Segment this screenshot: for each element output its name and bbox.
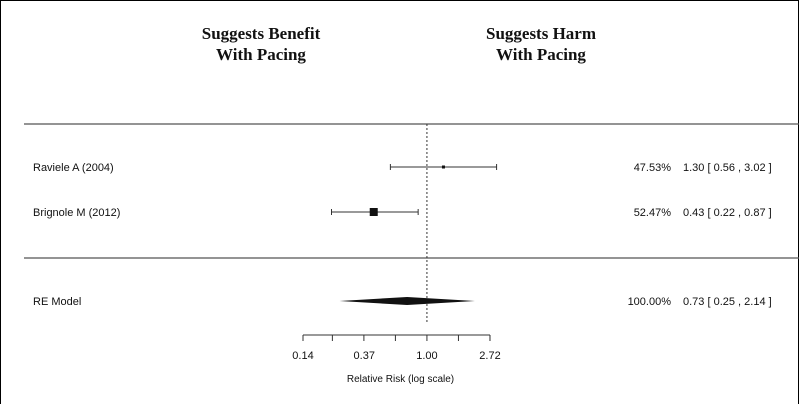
study-label: Raviele A (2004) <box>33 162 114 174</box>
x-tick-label: 0.37 <box>354 350 375 362</box>
x-tick-label: 1.00 <box>416 350 437 362</box>
summary-ci-text: 0.73 [ 0.25 , 2.14 ] <box>683 296 772 308</box>
harm-header: Suggests Harm With Pacing <box>431 23 651 65</box>
point-estimate-square <box>369 208 378 216</box>
harm-header-line-2: With Pacing <box>496 45 586 64</box>
x-tick-label: 0.14 <box>292 350 313 362</box>
summary-label: RE Model <box>33 296 81 308</box>
benefit-header: Suggests Benefit With Pacing <box>151 23 371 65</box>
harm-header-line-1: Suggests Harm <box>485 24 597 43</box>
point-estimate-square <box>441 165 445 169</box>
benefit-header-line-2: With Pacing <box>216 45 306 64</box>
x-axis-label: Relative Risk (log scale) <box>347 374 454 385</box>
summary-weight: 100.00% <box>628 296 672 308</box>
study-weight: 47.53% <box>634 162 672 174</box>
x-tick-label: 2.72 <box>479 350 500 362</box>
study-ci-text: 0.43 [ 0.22 , 0.87 ] <box>683 207 772 219</box>
summary-diamond <box>339 297 475 305</box>
study-label: Brignole M (2012) <box>33 207 120 219</box>
study-weight: 52.47% <box>634 207 672 219</box>
study-ci-text: 1.30 [ 0.56 , 3.02 ] <box>683 162 772 174</box>
benefit-header-line-1: Suggests Benefit <box>201 24 321 43</box>
